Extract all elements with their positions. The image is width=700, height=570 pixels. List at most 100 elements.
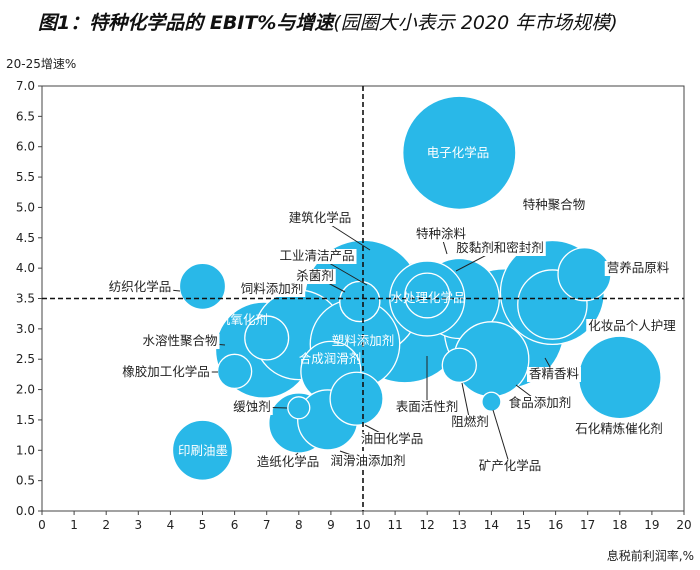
label-bg	[328, 454, 408, 469]
leader-line	[492, 409, 511, 467]
bubble-label: 橡胶加工化学品	[122, 364, 210, 379]
y-tick-label: 6.5	[16, 109, 35, 123]
label-bg	[454, 241, 546, 256]
label-bg	[604, 261, 672, 276]
bubble-label: 营养品原料	[607, 260, 670, 275]
y-axis-label: 20-25增速%	[6, 57, 76, 71]
bubble-label: 建筑化学品	[289, 210, 352, 225]
y-tick-label: 2.5	[16, 352, 35, 366]
bubble-18	[557, 247, 612, 302]
bubble-label: 印刷油墨	[178, 443, 228, 458]
x-tick-label: 1	[70, 518, 78, 532]
x-tick-label: 0	[38, 518, 46, 532]
x-tick-label: 2	[102, 518, 110, 532]
label-bg	[449, 415, 491, 430]
x-tick-label: 9	[327, 518, 335, 532]
y-tick-label: 4.5	[16, 231, 35, 245]
label-bg	[527, 367, 581, 382]
x-axis-label: 息税前利润率,%	[607, 548, 694, 563]
bubble-20	[404, 272, 451, 319]
x-tick-label: 13	[452, 518, 467, 532]
label-bg	[254, 455, 322, 470]
y-tick-label: 6.0	[16, 140, 35, 154]
bubble-label: 缓蚀剂	[233, 399, 271, 414]
y-tick-label: 1.5	[16, 413, 35, 427]
label-bg	[286, 211, 354, 226]
label-bg	[294, 269, 336, 284]
x-tick-label: 15	[516, 518, 531, 532]
x-tick-label: 20	[676, 518, 691, 532]
bubble-10	[577, 335, 662, 420]
bubble-label: 油田化学品	[361, 431, 424, 446]
bubble-label: 饲料添加剂	[241, 281, 304, 296]
x-tick-label: 3	[134, 518, 142, 532]
y-tick-label: 3.0	[16, 322, 35, 336]
bubble-label: 抗氧化剂	[218, 312, 268, 327]
x-tick-label: 12	[420, 518, 435, 532]
label-bg	[106, 280, 174, 295]
x-tick-label: 10	[355, 518, 370, 532]
bubble-21	[244, 315, 290, 361]
bubble-label: 杀菌剂	[296, 268, 334, 283]
label-bg	[277, 249, 357, 264]
x-tick-label: 4	[167, 518, 175, 532]
y-tick-label: 5.5	[16, 170, 35, 184]
title-main: 图1：特种化学品的 EBIT%与增速	[38, 12, 334, 34]
bubble-label: 食品添加剂	[509, 395, 572, 410]
label-bg	[414, 227, 468, 242]
x-tick-label: 6	[231, 518, 239, 532]
label-bg	[140, 334, 220, 349]
bubble-25	[216, 353, 253, 390]
x-tick-label: 14	[484, 518, 499, 532]
bubble-label: 香精香料	[529, 366, 580, 381]
label-bg	[520, 198, 588, 213]
bubble-26	[287, 396, 311, 420]
label-bg	[393, 400, 461, 415]
label-bg	[573, 422, 665, 437]
bubble-label: 胶黏剂和密封剂	[456, 240, 544, 255]
label-bg	[476, 459, 544, 474]
x-tick-label: 5	[199, 518, 207, 532]
x-tick-label: 8	[295, 518, 303, 532]
x-tick-label: 16	[548, 518, 563, 532]
x-tick-label: 18	[612, 518, 627, 532]
label-bg	[238, 282, 306, 297]
bubble-17	[329, 371, 384, 426]
bubble-label: 造纸化学品	[257, 454, 320, 469]
label-bg	[506, 396, 574, 411]
bubble-label: 水处理化学品	[390, 290, 465, 305]
bubble-label: 特种涂料	[416, 226, 467, 241]
bubble-label: 塑料添加剂	[332, 333, 395, 348]
bubble-label: 阻燃剂	[451, 414, 489, 429]
bubble-label: 石化精炼催化剂	[575, 421, 663, 436]
y-tick-label: 2.0	[16, 383, 35, 397]
y-tick-label: 3.5	[16, 292, 35, 306]
label-bg	[231, 400, 273, 415]
bubble-label: 工业清洁产品	[279, 248, 354, 263]
bubble-label: 水溶性聚合物	[142, 333, 217, 348]
y-tick-label: 4.0	[16, 261, 35, 275]
bubble-label: 纺织化学品	[109, 279, 172, 294]
y-tick-label: 1.0	[16, 443, 35, 457]
bubble-label: 电子化学品	[427, 145, 490, 160]
y-tick-label: 0.5	[16, 474, 35, 488]
label-bg	[120, 365, 212, 380]
label-bg	[586, 319, 678, 334]
x-tick-label: 7	[263, 518, 271, 532]
bubble-14	[171, 419, 234, 481]
bubble-label: 化妆品个人护理	[588, 318, 676, 333]
y-tick-label: 5.0	[16, 200, 35, 214]
label-bg	[358, 432, 426, 447]
bubble-19	[178, 262, 227, 311]
bubble-label: 特种聚合物	[523, 197, 586, 212]
x-tick-label: 19	[644, 518, 659, 532]
chart-title: 图1：特种化学品的 EBIT%与增速(园圈大小表示 2020 年市场规模)	[38, 8, 618, 35]
y-tick-label: 0.0	[16, 504, 35, 518]
bubble-27	[481, 391, 502, 412]
y-tick-label: 7.0	[16, 79, 35, 93]
bubble-4	[402, 95, 517, 211]
bubble-label: 合成润滑剂	[299, 351, 362, 366]
x-tick-label: 17	[580, 518, 595, 532]
